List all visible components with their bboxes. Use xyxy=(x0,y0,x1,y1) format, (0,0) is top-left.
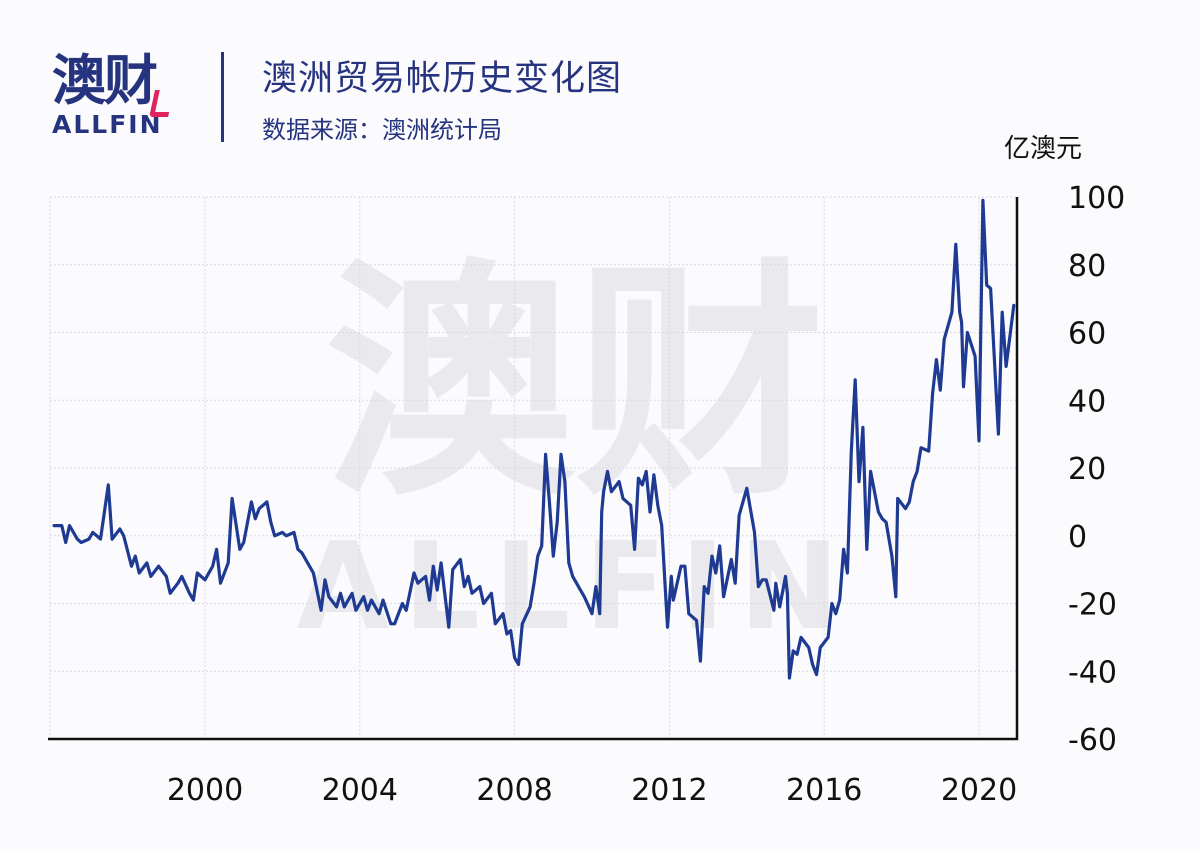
x-tick-label: 2004 xyxy=(322,773,398,808)
y-tick-label: -20 xyxy=(1068,588,1117,623)
y-tick-label: -60 xyxy=(1068,723,1117,758)
y-tick-label: 100 xyxy=(1068,181,1125,216)
x-tick-label: 2000 xyxy=(167,773,243,808)
x-tick-label: 2016 xyxy=(786,773,862,808)
y-tick-label: 80 xyxy=(1068,249,1106,284)
y-axis-ticks: 100 80 60 40 20 0 -20 -40 -60 xyxy=(1068,181,1125,758)
y-axis-unit-label: 亿澳元 xyxy=(1004,134,1083,164)
x-tick-label: 2020 xyxy=(941,773,1017,808)
brand-logo: 澳财 ALLFIN xyxy=(52,52,177,138)
header-divider xyxy=(221,52,224,142)
watermark-english: ALLFIN xyxy=(297,518,854,657)
y-tick-label: 40 xyxy=(1068,384,1106,419)
watermark-chinese: 澳财 xyxy=(325,238,825,529)
y-tick-label: 60 xyxy=(1068,317,1106,352)
chart-source: 数据来源：澳洲统计局 xyxy=(262,116,502,144)
axes xyxy=(48,197,1019,741)
gridlines xyxy=(49,196,1017,739)
trade-balance-line xyxy=(52,198,1016,680)
logo-chinese: 澳财 xyxy=(52,49,158,112)
chart-title: 澳洲贸易帐历史变化图 xyxy=(262,59,623,99)
y-tick-label: 0 xyxy=(1068,520,1087,555)
y-tick-label: -40 xyxy=(1068,655,1117,690)
y-tick-label: 20 xyxy=(1068,452,1106,487)
x-tick-label: 2012 xyxy=(631,773,707,808)
watermark: 澳财 ALLFIN xyxy=(297,238,854,657)
logo-english: ALLFIN xyxy=(52,110,163,139)
x-tick-label: 2008 xyxy=(476,773,552,808)
x-axis-ticks: 2000 2004 2008 2012 2016 2020 xyxy=(167,773,1017,808)
